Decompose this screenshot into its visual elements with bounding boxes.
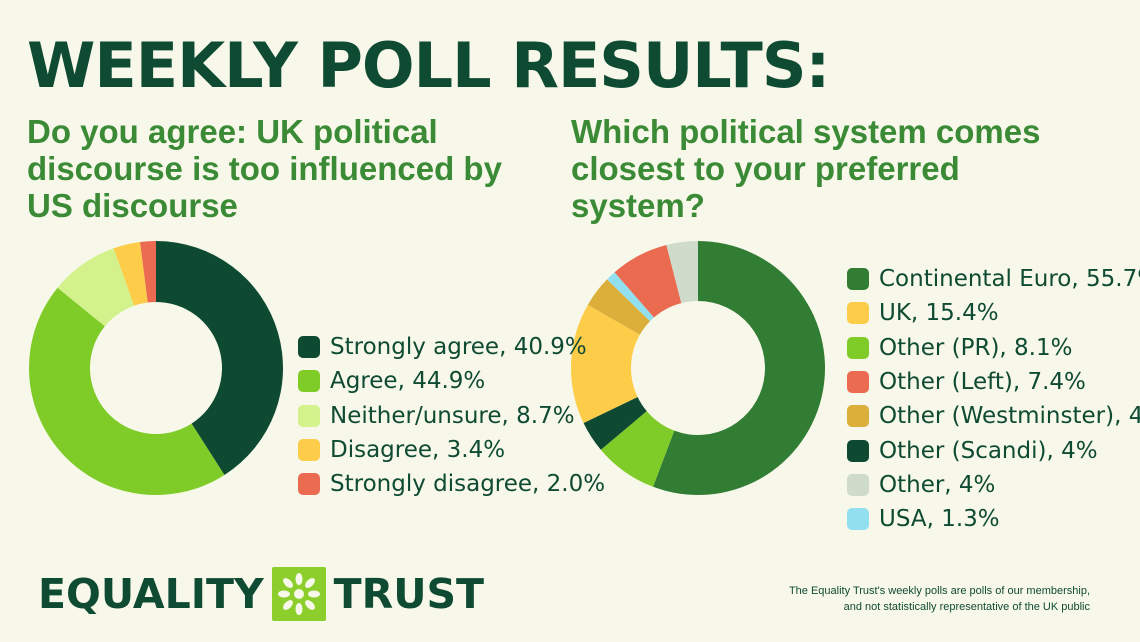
- legend-item-other-pr: Other (PR), 8.1%: [847, 331, 1140, 365]
- donut-slice-uk: [570, 304, 640, 424]
- footnote: The Equality Trust's weekly polls are po…: [789, 583, 1090, 615]
- legend-swatch: [847, 439, 869, 462]
- legend-swatch: [847, 405, 869, 428]
- donut-slice-other-scandi: [583, 397, 647, 450]
- legend-swatch: [847, 302, 869, 325]
- legend-item-neither-unsure: Neither/unsure, 8.7%: [298, 399, 605, 433]
- logo-word-right: TRUST: [333, 570, 484, 618]
- legend-item-other-left: Other (Left), 7.4%: [847, 365, 1140, 399]
- legend-label: Other, 4%: [879, 471, 996, 498]
- legend-label: Strongly agree, 40.9%: [330, 334, 587, 361]
- legend-swatch: [847, 508, 869, 531]
- flower-icon: [271, 567, 326, 621]
- legend-right: Continental Euro, 55.7% UK, 15.4% Other (P…: [847, 262, 1140, 536]
- donut-slice-other-left: [614, 244, 682, 318]
- legend-label: Continental Euro, 55.7%: [879, 266, 1140, 293]
- donut-slice-disagree: [113, 242, 148, 306]
- legend-item-usa: USA, 1.3%: [847, 502, 1140, 536]
- legend-left: Strongly agree, 40.9% Agree, 44.9% Neither…: [298, 330, 605, 501]
- donut-slice-agree: [29, 287, 225, 495]
- legend-item-agree: Agree, 44.9%: [298, 364, 605, 398]
- legend-item-continental-euro: Continental Euro, 55.7%: [847, 262, 1140, 296]
- question-left: Do you agree: UK political discourse is …: [27, 113, 502, 224]
- legend-item-other-westminster: Other (Westminster), 4%: [847, 399, 1140, 433]
- donut-slice-continental-euro: [653, 241, 826, 495]
- legend-swatch: [847, 268, 869, 291]
- legend-label: USA, 1.3%: [879, 506, 1000, 533]
- donut-slice-usa: [607, 272, 654, 322]
- legend-label: Agree, 44.9%: [330, 368, 486, 395]
- legend-swatch: [298, 439, 320, 462]
- legend-swatch: [298, 473, 320, 496]
- logo-word-left: EQUALITY: [38, 570, 264, 618]
- legend-item-other: Other, 4%: [847, 468, 1140, 502]
- legend-swatch: [847, 473, 869, 496]
- legend-item-uk: UK, 15.4%: [847, 296, 1140, 330]
- legend-label: Other (Left), 7.4%: [879, 369, 1086, 396]
- legend-swatch: [298, 370, 320, 393]
- legend-label: Disagree, 3.4%: [330, 437, 506, 464]
- page-title: WEEKLY POLL RESULTS:: [27, 29, 830, 102]
- legend-item-other-scandi: Other (Scandi), 4%: [847, 433, 1140, 467]
- legend-label: Strongly disagree, 2.0%: [330, 471, 606, 498]
- legend-swatch: [847, 371, 869, 394]
- legend-swatch: [298, 404, 320, 427]
- legend-label: Neither/unsure, 8.7%: [330, 402, 575, 429]
- legend-item-disagree: Disagree, 3.4%: [298, 433, 605, 467]
- donut-slice-other-westminster: [587, 279, 650, 335]
- legend-item-strongly-disagree: Strongly disagree, 2.0%: [298, 467, 605, 501]
- legend-label: Other (Westminster), 4%: [879, 403, 1140, 430]
- donut-slice-strongly-disagree: [140, 241, 156, 303]
- donut-slice-other: [666, 241, 698, 304]
- question-right: Which political system comes closest to …: [571, 113, 1041, 224]
- legend-label: Other (PR), 8.1%: [879, 334, 1073, 361]
- legend-swatch: [298, 336, 320, 359]
- donut-slice-other-pr: [600, 411, 675, 487]
- equality-trust-logo: EQUALITY TRUST: [38, 566, 484, 622]
- legend-label: UK, 15.4%: [879, 300, 999, 327]
- legend-label: Other (Scandi), 4%: [879, 437, 1098, 464]
- donut-slice-strongly-agree: [156, 241, 283, 475]
- footnote-line-2: and not statistically representative of …: [843, 601, 1090, 613]
- donut-slice-neither-unsure: [57, 248, 135, 327]
- legend-item-strongly-agree: Strongly agree, 40.9%: [298, 330, 605, 364]
- legend-swatch: [847, 336, 869, 359]
- footnote-line-1: The Equality Trust's weekly polls are po…: [788, 585, 1090, 597]
